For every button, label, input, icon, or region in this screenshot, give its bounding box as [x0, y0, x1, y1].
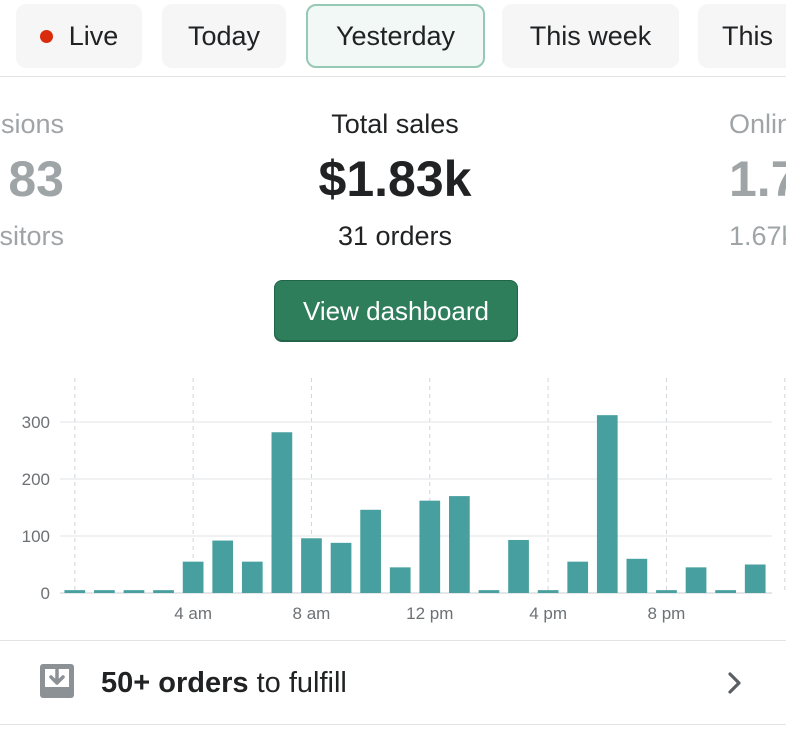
- y-tick-label: 200: [22, 470, 50, 489]
- metric-title: Onlin: [729, 109, 786, 139]
- fulfill-label: to fulfill: [248, 667, 347, 699]
- chart-bar: [685, 567, 707, 593]
- chart-bar: [478, 590, 500, 593]
- chart-bar: [123, 590, 145, 593]
- chart-bar: [537, 590, 559, 593]
- metric-subtitle: sitors: [0, 221, 64, 251]
- tab-this-month[interactable]: This: [698, 4, 786, 68]
- tab-label: This: [722, 20, 774, 51]
- y-tick-label: 100: [22, 527, 50, 546]
- tab-live[interactable]: Live: [16, 4, 142, 68]
- chart-divider: [0, 640, 786, 641]
- metric-value: $1.83k: [318, 151, 472, 207]
- chart-bar: [419, 500, 441, 593]
- x-tick-label: 12 pm: [406, 604, 453, 623]
- live-indicator-dot: [39, 29, 53, 43]
- chart-bar: [241, 561, 263, 593]
- chart-bar: [389, 567, 411, 593]
- chart-bar: [656, 590, 677, 593]
- tab-label: This week: [529, 20, 652, 51]
- chart-bar: [360, 509, 381, 593]
- tab-this-week[interactable]: This week: [502, 4, 679, 68]
- metric-sessions[interactable]: sions 83 sitors: [0, 104, 64, 258]
- metric-total-sales[interactable]: Total sales $1.83k 31 orders: [190, 104, 600, 258]
- fulfill-text: 50+ orders to fulfill: [101, 665, 347, 701]
- sales-bar-chart: 0 100 200 300 4 am 8 am 12 pm 4 pm 8 pm: [0, 370, 786, 634]
- metric-value: 1.7: [729, 151, 786, 207]
- chart-bar: [596, 415, 618, 593]
- chart-bar: [744, 564, 766, 593]
- orders-to-fulfill-row[interactable]: 50+ orders to fulfill: [0, 641, 786, 725]
- tab-label: Yesterday: [335, 20, 456, 51]
- metric-subtitle: 1.67k: [729, 221, 786, 251]
- chart-bar: [330, 542, 352, 593]
- metric-title: Total sales: [331, 109, 459, 139]
- view-dashboard-button[interactable]: View dashboard: [274, 280, 518, 342]
- chart-bar: [94, 590, 115, 593]
- fulfill-count: 50+ orders: [101, 667, 249, 699]
- y-tick-label: 0: [41, 584, 50, 603]
- chart-bar: [508, 539, 529, 593]
- chart-bar: [64, 590, 86, 593]
- chart-bar: [449, 496, 470, 593]
- tab-yesterday[interactable]: Yesterday: [306, 4, 485, 68]
- x-tick-label: 4 pm: [529, 604, 567, 623]
- chart-canvas: 0 100 200 300 4 am 8 am 12 pm 4 pm 8 pm: [22, 378, 786, 623]
- chart-bar: [567, 561, 589, 593]
- chart-bar: [301, 538, 322, 593]
- chart-bar: [626, 558, 648, 593]
- tab-label: Live: [68, 20, 119, 51]
- tabs-divider: [0, 76, 786, 77]
- inbox-download-icon: [40, 664, 74, 698]
- x-tick-label: 8 am: [293, 604, 331, 623]
- metric-online-store[interactable]: Onlin 1.7 1.67k: [729, 104, 786, 258]
- metric-subtitle: 31 orders: [337, 221, 453, 251]
- x-tick-label: 8 pm: [648, 604, 686, 623]
- tab-label: Today: [187, 20, 261, 51]
- metric-title: sions: [0, 109, 64, 139]
- chart-bar: [715, 590, 736, 593]
- chart-bar: [153, 590, 174, 593]
- chevron-right-icon: [728, 672, 741, 694]
- tab-today[interactable]: Today: [162, 4, 286, 68]
- chart-bar: [271, 432, 293, 593]
- metric-value: 83: [8, 151, 64, 207]
- y-tick-label: 300: [22, 413, 50, 432]
- chart-bar: [212, 540, 234, 593]
- date-range-tabs: Live Today Yesterday This week This: [0, 0, 786, 76]
- bottom-divider: [0, 724, 786, 725]
- x-tick-label: 4 am: [174, 604, 212, 623]
- chart-bar: [182, 561, 204, 593]
